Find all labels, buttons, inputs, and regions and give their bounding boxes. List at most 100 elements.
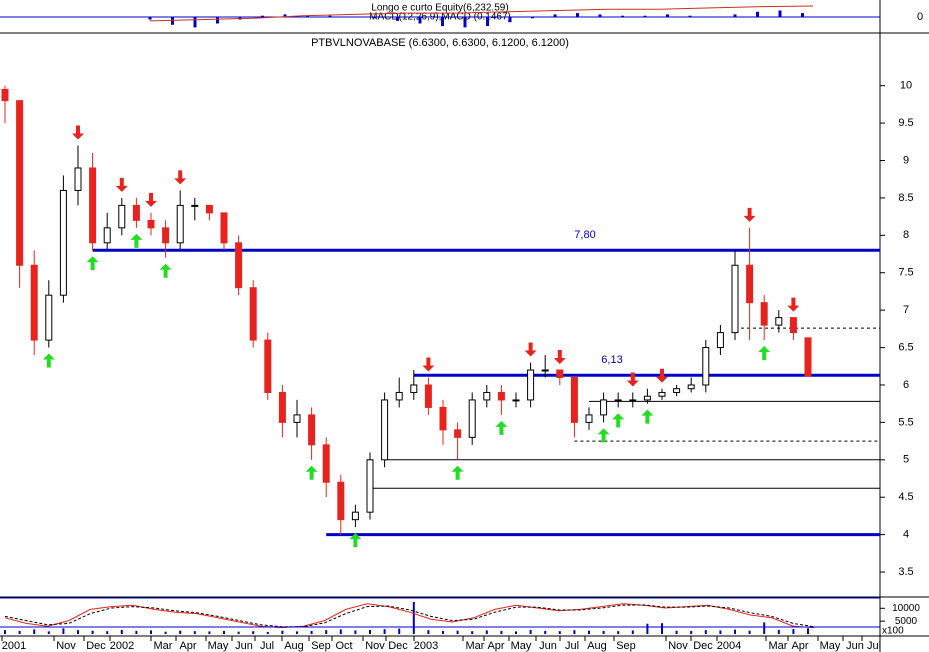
x-tick-label: Jun (235, 640, 253, 652)
y-tick-label: 10000 (892, 603, 920, 614)
x-tick-label: Jul (260, 640, 274, 652)
x-tick-label: Jul (565, 640, 579, 652)
x-tick-label: May (208, 640, 229, 652)
candle-body (804, 337, 812, 377)
candle-body (337, 481, 345, 521)
buy-arrow (597, 428, 610, 443)
candle-body (731, 264, 739, 334)
x-tick-label: Nov (56, 640, 76, 652)
sell-arrow (656, 368, 668, 383)
candle-body (629, 399, 637, 402)
buy-arrow (758, 346, 771, 361)
candle-body (220, 212, 228, 244)
candle-body (497, 391, 505, 401)
buy-arrow (42, 353, 55, 368)
x-tick-label: Jun (846, 640, 864, 652)
candle-body (176, 204, 184, 244)
buy-arrow (159, 263, 172, 278)
y-tick-label: 8.5 (898, 192, 913, 204)
x-tick-label: Apr (791, 640, 808, 652)
candle-body (30, 264, 38, 341)
x-tick-label: 2002 (110, 640, 134, 652)
x-tick-label: Dec (693, 640, 713, 652)
candle-body (527, 369, 535, 401)
equity-line (149, 5, 814, 22)
x-tick-label: Mar (769, 640, 788, 652)
candle-body (293, 414, 301, 423)
candle-body (103, 227, 111, 244)
candle-body (16, 100, 24, 266)
x-tick-label: May (511, 640, 532, 652)
candle-body (541, 369, 549, 372)
candle-body (235, 242, 243, 289)
candle-body (556, 369, 564, 378)
candle-body (308, 414, 316, 446)
y-tick-label: 9 (903, 154, 909, 166)
y-tick-label: 7.5 (898, 267, 913, 279)
x-tick-label: Jun (539, 640, 557, 652)
y-tick-label: 9.5 (898, 117, 913, 129)
y-tick-label: 4 (903, 529, 909, 541)
y-tick-label: 6 (903, 379, 909, 391)
candle-body (74, 167, 82, 191)
sell-arrow (553, 350, 566, 365)
sell-arrow (72, 125, 84, 140)
candle-body (702, 347, 710, 386)
x-tick-label: Aug (284, 640, 304, 652)
candle-body (614, 399, 622, 402)
candle-body (59, 189, 67, 296)
y-tick-label: 4.5 (898, 491, 913, 503)
chart-title: PTBVLNOVABASE (6.6300, 6.6300, 6.1200, 6… (311, 37, 569, 49)
candle-body (205, 204, 213, 214)
candle-body (118, 204, 126, 229)
candle-body (687, 384, 695, 390)
candle-body (1, 88, 9, 102)
candle-body (395, 391, 403, 401)
buy-arrow (305, 465, 318, 480)
candle-body (278, 391, 286, 423)
candle-body (454, 429, 462, 438)
x-tick-label: Dec (86, 640, 106, 652)
stochastic-line (4, 604, 815, 628)
x-tick-label: Nov (365, 640, 385, 652)
candle-body (585, 414, 593, 423)
x-tick-label: Mar (466, 640, 485, 652)
candle-body (410, 384, 418, 393)
x-tick-label: May (820, 640, 841, 652)
candle-body (716, 332, 724, 349)
x-tick-label: 2003 (414, 640, 438, 652)
y-tick-label: 5 (903, 454, 909, 466)
candle-body (132, 204, 140, 221)
candle-body (658, 391, 666, 397)
x-tick-label: Apr (179, 640, 196, 652)
volume-unit: x100 (882, 626, 904, 637)
candle-body (162, 227, 170, 244)
candle-body (322, 444, 330, 483)
x-tick-label: Nov (668, 640, 688, 652)
sell-arrow (743, 207, 756, 222)
sell-arrow (524, 342, 537, 357)
x-tick-label: Mar (154, 640, 173, 652)
candle-body (673, 388, 681, 393)
y-tick-label: 6.5 (898, 341, 913, 353)
sell-arrow (787, 297, 800, 312)
y-tick-label: 8 (903, 229, 909, 241)
sell-arrow (626, 372, 639, 387)
y-tick-label: 10 (900, 80, 912, 92)
buy-arrow (495, 420, 508, 435)
x-tick-label: Dec (388, 640, 408, 652)
buy-arrow (86, 256, 99, 271)
y-tick-label: 3.5 (898, 566, 913, 578)
candle-body (45, 294, 53, 341)
candle-body (789, 317, 797, 334)
buy-arrow (130, 233, 143, 248)
buy-arrow (451, 465, 464, 480)
candle-body (147, 219, 155, 229)
x-tick-label: Apr (487, 640, 504, 652)
level-label: 7,80 (574, 229, 595, 241)
candle-body (483, 391, 491, 401)
y-tick-label: 7 (903, 304, 909, 316)
buy-arrow (641, 409, 654, 424)
buy-arrow (349, 533, 362, 548)
y-tick-label: 5.5 (898, 416, 913, 428)
